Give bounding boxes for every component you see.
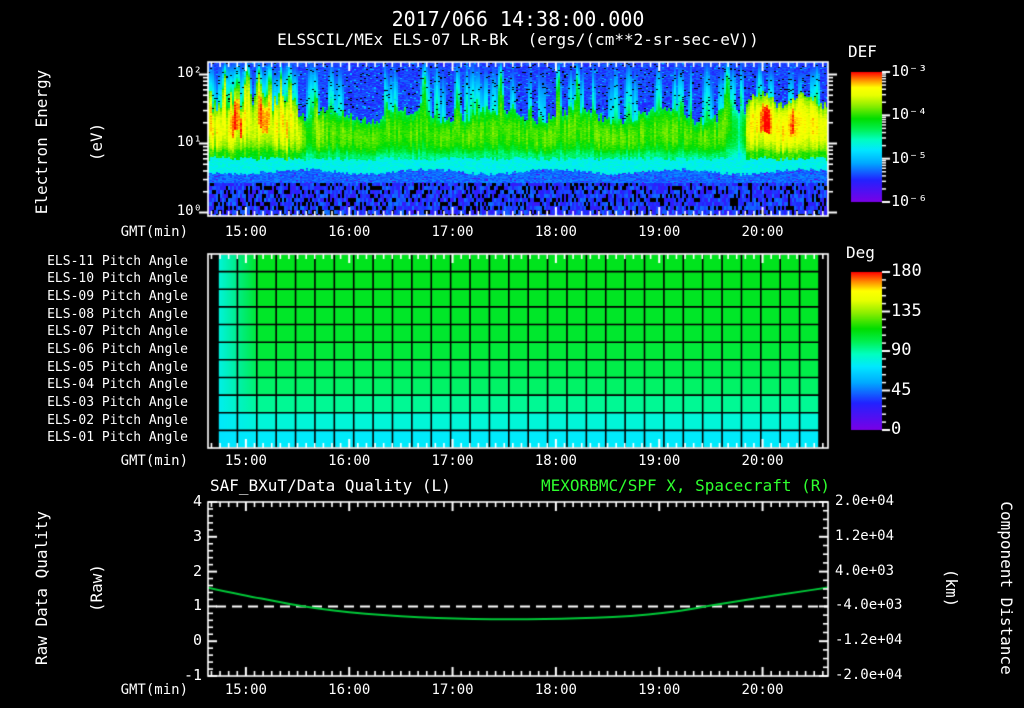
els-row-label: ELS-02 Pitch Angle (47, 412, 188, 428)
deg-colorbar-tick-label: 90 (891, 340, 912, 360)
distance-ytick-label: -2.0e+04 (835, 667, 903, 683)
distance-y-axis-label-line2: (km) (941, 568, 961, 608)
distance-ytick-label: 2.0e+04 (835, 493, 895, 509)
quality-y-axis-label: Raw Data Quality (Raw) (0, 511, 143, 665)
hour-label: 19:00 (638, 224, 681, 240)
els-row-label: ELS-06 Pitch Angle (47, 342, 188, 357)
els-row-label: ELS-03 Pitch Angle (47, 394, 188, 410)
def-colorbar-tick-label: 10⁻⁶ (891, 192, 928, 210)
hour-label: 15:00 (224, 453, 267, 469)
distance-ytick-label: -4.0e+03 (835, 597, 903, 614)
deg-colorbar-tick-label: 0 (891, 419, 902, 439)
spectrogram-y-axis-label-line2: (eV) (87, 122, 107, 162)
hour-label: 18:00 (534, 453, 577, 469)
distance-y-axis-label: Component Distance (km) (905, 501, 1024, 674)
deg-colorbar-tick-label: 45 (891, 379, 912, 400)
def-colorbar-tick-label: 10⁻⁵ (891, 148, 928, 167)
distance-series-title: MEXORBMC/SPF X, Spacecraft (R) (541, 476, 830, 495)
spectrogram-ytick-label: 10⁰ (176, 202, 202, 219)
els-row-label: ELS-10 Pitch Angle (47, 271, 188, 287)
distance-ytick-label: 4.0e+03 (835, 562, 895, 579)
spectrogram-y-axis-label: Electron Energy (eV) (0, 70, 143, 215)
quality-y-axis-label-line1: Raw Data Quality (32, 510, 52, 666)
hour-label: 18:00 (534, 224, 577, 240)
spectrogram-ytick-label: 10² (176, 64, 202, 81)
colorbar-deg-label: Deg (846, 243, 875, 262)
els-row-label: ELS-04 Pitch Angle (47, 377, 188, 393)
gmt-label-top: GMT(min) (120, 224, 188, 240)
distance-y-axis-label-line1: Component Distance (996, 501, 1016, 675)
distance-ytick-label: -1.2e+04 (835, 632, 903, 649)
hour-label: 17:00 (431, 453, 474, 469)
els-row-label: ELS-07 Pitch Angle (47, 324, 188, 340)
hour-label: 17:00 (431, 682, 474, 698)
hour-label: 15:00 (224, 682, 267, 698)
quality-ytick-label: 0 (192, 631, 202, 650)
hour-label: 20:00 (741, 453, 784, 469)
els-row-label: ELS-09 Pitch Angle (47, 289, 188, 305)
hour-label: 20:00 (741, 682, 784, 698)
quality-ytick-label: -1 (183, 666, 202, 684)
page-title: 2017/066 14:38:00.000 (391, 7, 645, 31)
quality-series-title: SAF_BXuT/Data Quality (L) (210, 476, 451, 495)
hour-label: 20:00 (741, 224, 784, 240)
spectrogram-y-axis-label-line1: Electron Energy (32, 69, 52, 215)
els-row-label: ELS-08 Pitch Angle (47, 306, 188, 322)
colorbar-def-label: DEF (848, 42, 877, 61)
hour-label: 19:00 (638, 682, 681, 698)
hour-label: 16:00 (328, 224, 371, 240)
deg-colorbar-tick-label: 135 (891, 300, 922, 321)
hour-label: 15:00 (224, 224, 267, 240)
def-colorbar-tick-label: 10⁻³ (891, 62, 928, 80)
els-row-label: ELS-11 Pitch Angle (47, 253, 188, 269)
quality-y-axis-label-line2: (Raw) (87, 563, 107, 613)
hour-label: 16:00 (328, 682, 371, 698)
gmt-label-bottom: GMT(min) (120, 682, 188, 698)
distance-ytick-label: 1.2e+04 (835, 527, 895, 544)
spectrogram-ytick-label: 10¹ (176, 133, 202, 150)
page-subtitle: ELSSCIL/MEx ELS-07 LR-Bk (ergs/(cm**2-sr… (277, 30, 759, 49)
gmt-label-middle: GMT(min) (120, 453, 188, 469)
hour-label: 18:00 (534, 682, 577, 698)
quality-ytick-label: 3 (192, 526, 202, 545)
hour-label: 16:00 (328, 453, 371, 469)
els-row-label: ELS-01 Pitch Angle (47, 430, 188, 446)
quality-ytick-label: 1 (192, 596, 202, 615)
hour-label: 19:00 (638, 453, 681, 469)
hour-label: 17:00 (431, 224, 474, 240)
def-colorbar-tick-label: 10⁻⁴ (891, 105, 928, 124)
els-row-label: ELS-05 Pitch Angle (47, 359, 188, 375)
quality-ytick-label: 2 (192, 561, 202, 580)
quality-ytick-label: 4 (192, 492, 202, 510)
deg-colorbar-tick-label: 180 (891, 261, 922, 281)
